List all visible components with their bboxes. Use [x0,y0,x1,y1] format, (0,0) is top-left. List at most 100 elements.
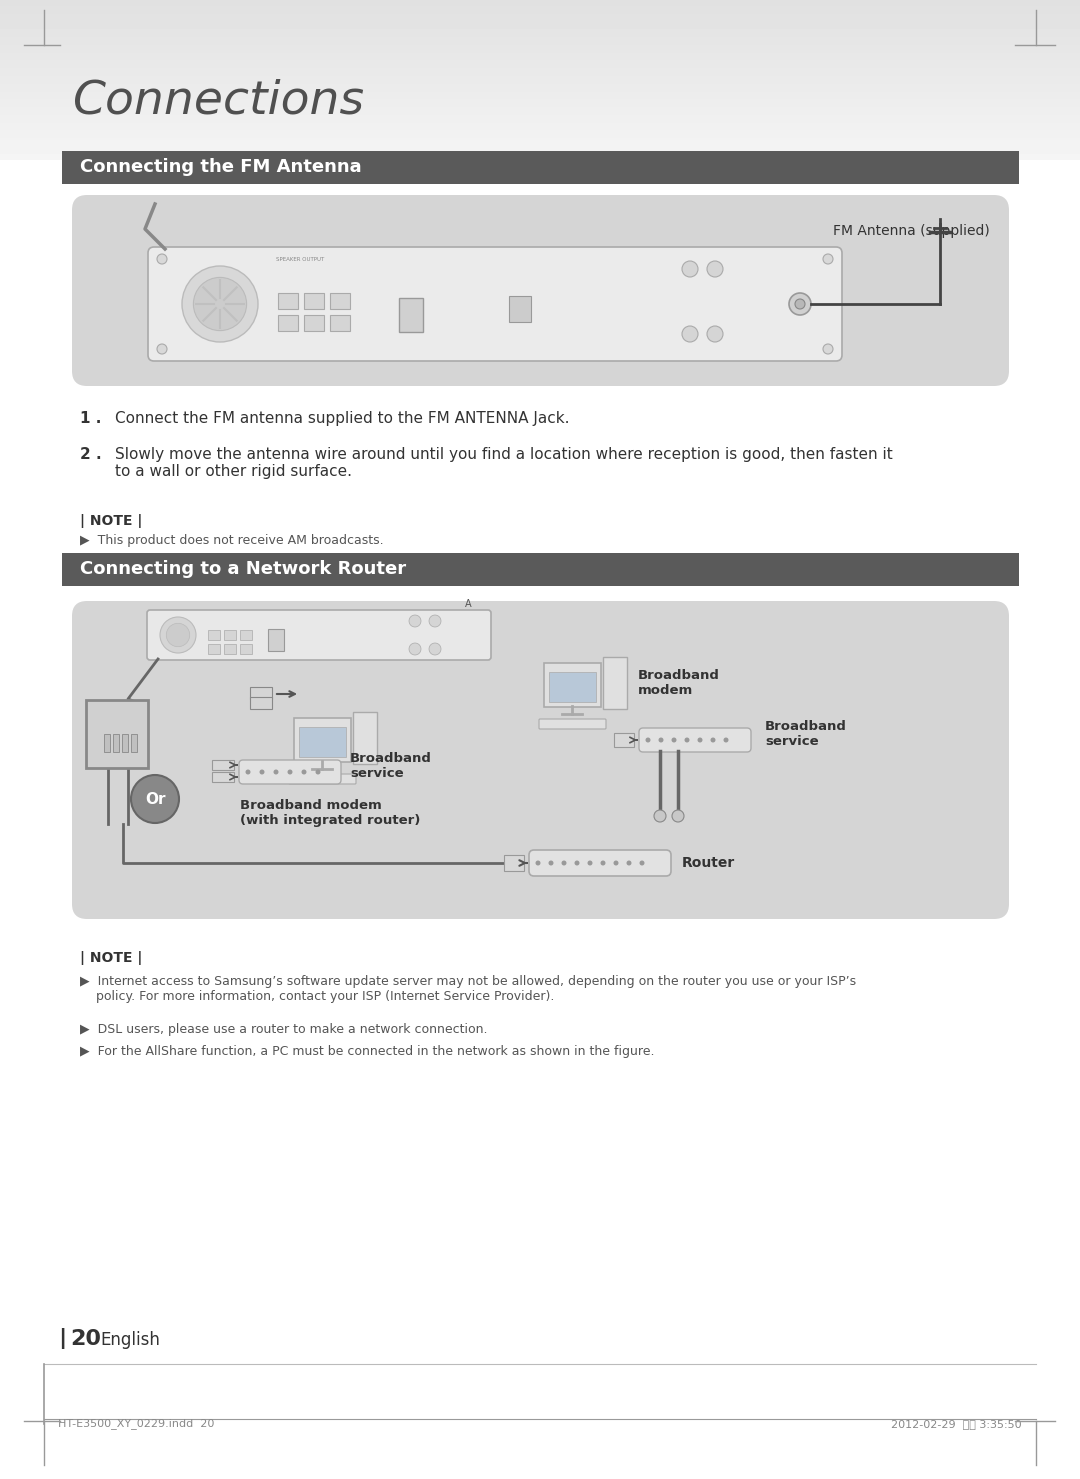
FancyBboxPatch shape [529,850,671,876]
Circle shape [536,861,540,865]
Text: | NOTE |: | NOTE | [80,515,143,528]
Circle shape [659,738,663,742]
Circle shape [549,861,554,865]
Text: ▶  This product does not receive AM broadcasts.: ▶ This product does not receive AM broad… [80,534,383,547]
Bar [549,671,596,703]
Text: HT-E3500_XY_0229.indd  20: HT-E3500_XY_0229.indd 20 [58,1418,214,1429]
Text: Slowly move the antenna wire around until you find a location where reception is: Slowly move the antenna wire around unti… [114,447,893,479]
Text: FM Antenna (supplied): FM Antenna (supplied) [834,223,990,238]
FancyBboxPatch shape [603,657,627,708]
Text: Connecting the FM Antenna: Connecting the FM Antenna [80,158,362,176]
Text: 1 .: 1 . [80,411,102,426]
Circle shape [562,861,567,865]
FancyBboxPatch shape [539,719,606,729]
FancyBboxPatch shape [504,855,524,871]
Bar [224,643,237,654]
FancyBboxPatch shape [148,247,842,361]
Circle shape [681,325,698,342]
FancyBboxPatch shape [289,774,356,784]
FancyBboxPatch shape [615,734,634,747]
Circle shape [193,278,246,331]
Circle shape [429,615,441,627]
Text: |: | [58,1328,66,1349]
FancyBboxPatch shape [72,600,1009,918]
Text: SPEAKER OUTPUT: SPEAKER OUTPUT [275,257,324,262]
Circle shape [259,769,265,775]
Text: Connect the FM antenna supplied to the FM ANTENNA Jack.: Connect the FM antenna supplied to the F… [114,411,569,426]
Text: 2 .: 2 . [80,447,102,461]
Circle shape [724,738,729,742]
Circle shape [575,861,580,865]
Text: Broadband
service: Broadband service [765,720,847,748]
Circle shape [823,254,833,263]
Text: Connections: Connections [72,78,364,124]
Text: 2012-02-29  오후 3:35:50: 2012-02-29 오후 3:35:50 [891,1418,1022,1429]
Bar [299,728,346,757]
Circle shape [823,345,833,353]
FancyBboxPatch shape [278,315,298,331]
FancyBboxPatch shape [330,293,350,309]
Circle shape [707,325,723,342]
Circle shape [613,861,619,865]
Circle shape [157,345,167,353]
Bar [240,630,252,640]
Bar [208,630,220,640]
Text: Broadband modem
(with integrated router): Broadband modem (with integrated router) [240,799,420,827]
Circle shape [160,617,195,654]
FancyBboxPatch shape [86,700,148,768]
Circle shape [698,738,702,742]
Circle shape [639,861,645,865]
Circle shape [157,254,167,263]
Circle shape [626,861,632,865]
Bar [131,734,137,751]
Text: Router: Router [681,856,735,870]
Circle shape [654,810,666,822]
Circle shape [795,299,805,309]
Circle shape [315,769,321,775]
Circle shape [600,861,606,865]
Circle shape [166,623,190,646]
Circle shape [409,643,421,655]
Circle shape [685,738,689,742]
Circle shape [672,810,684,822]
Circle shape [183,266,258,342]
FancyBboxPatch shape [294,717,351,762]
Text: ▶  Internet access to Samsung’s software update server may not be allowed, depen: ▶ Internet access to Samsung’s software … [80,975,856,1003]
FancyBboxPatch shape [147,609,491,660]
Circle shape [789,293,811,315]
FancyBboxPatch shape [62,553,1020,586]
FancyBboxPatch shape [278,293,298,309]
Bar [122,734,129,751]
Circle shape [588,861,593,865]
FancyBboxPatch shape [399,297,423,331]
Bar [268,629,284,651]
Circle shape [287,769,293,775]
Text: 20: 20 [70,1330,102,1349]
FancyBboxPatch shape [239,760,341,784]
FancyBboxPatch shape [303,293,324,309]
Text: English: English [100,1331,160,1349]
Circle shape [672,738,676,742]
Text: Broadband
modem: Broadband modem [638,669,720,697]
FancyBboxPatch shape [62,151,1020,183]
FancyBboxPatch shape [249,688,272,700]
Circle shape [273,769,279,775]
Circle shape [429,643,441,655]
Circle shape [301,769,307,775]
FancyBboxPatch shape [509,296,531,322]
Circle shape [646,738,650,742]
Circle shape [711,738,715,742]
Circle shape [409,615,421,627]
FancyBboxPatch shape [212,772,234,782]
FancyBboxPatch shape [212,760,234,771]
Text: Or: Or [145,791,165,806]
Bar [224,630,237,640]
Text: Connecting to a Network Router: Connecting to a Network Router [80,561,406,578]
Text: Broadband
service: Broadband service [350,751,432,779]
FancyBboxPatch shape [353,711,377,765]
FancyBboxPatch shape [639,728,751,751]
FancyBboxPatch shape [330,315,350,331]
Bar [208,643,220,654]
Bar [240,643,252,654]
Circle shape [131,775,179,822]
